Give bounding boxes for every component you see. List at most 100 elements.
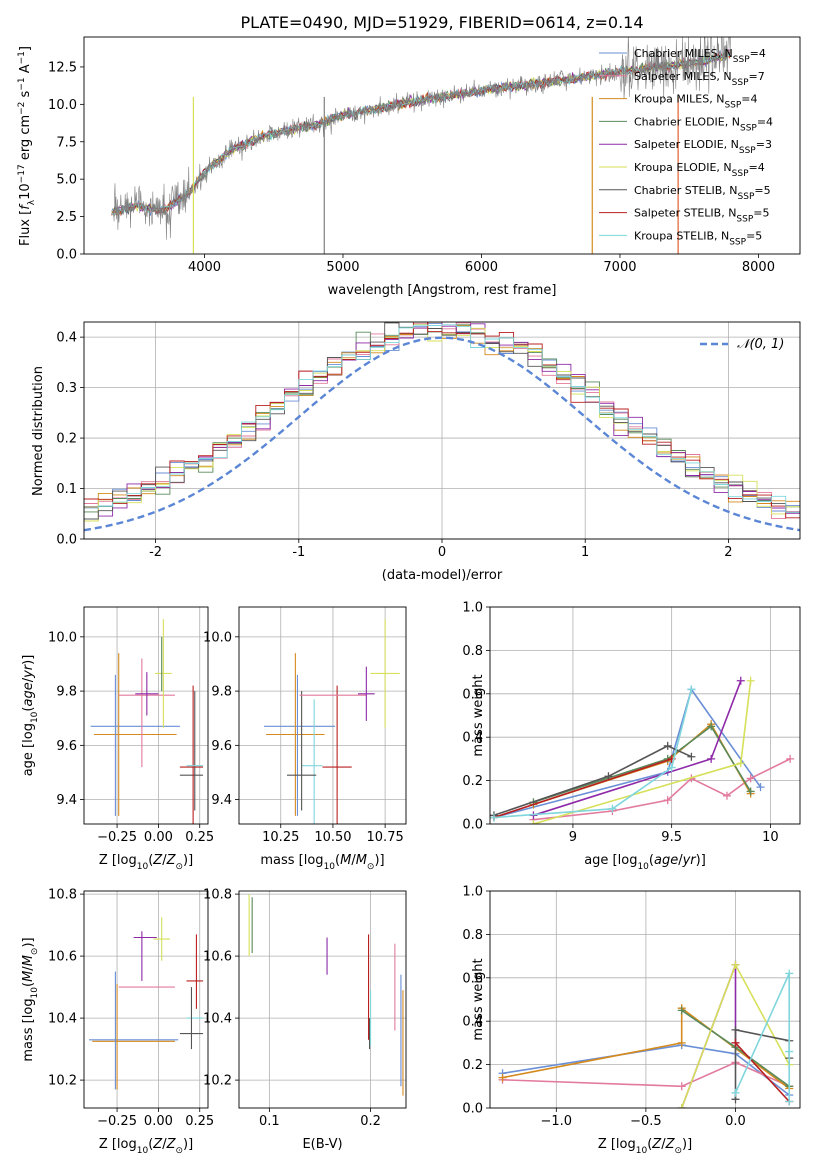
y-tick-label: 0.0 [462,818,483,833]
weight-marker [756,783,765,792]
y-tick-label: 0.2 [462,774,483,789]
y-tick-label: 0.8 [462,644,483,659]
weight-marker [746,787,755,796]
residual-histograms [84,322,800,532]
legend-entry: Kroupa STELIB, NSSP=5 [634,229,762,247]
x-tick-label: -2 [149,545,162,560]
weight-marker [498,1073,507,1082]
weight-marker [667,763,676,772]
axes-frame [83,36,801,255]
weight_vs_age-panel: 9 9.5 10 0.0 0.2 0.4 0.6 0.8 1.0 age [log10(age/y… [462,601,801,872]
y-tick-label: 9.4 [211,793,232,808]
x-tick-label: 0.0 [725,1114,746,1129]
x-tick-label: 0.00 [144,830,173,845]
mass_vs_Z-xlabel: Z [log10(Z/Z⊙)] [99,1137,193,1156]
y-tick-label: 10.2 [48,1074,77,1089]
y-tick-label: 10.6 [203,950,232,965]
weight-marker [608,804,617,813]
x-tick-label: 10.75 [367,830,404,845]
weight-line [493,758,672,819]
residual-histogram [84,322,800,512]
x-tick-label: 7000 [603,260,636,275]
age_vs_Z-ylabel: age [log10(age/yr)] [21,655,40,777]
axes-frame [83,890,209,1109]
spectrum-title: PLATE=0490, MJD=51929, FIBERID=0614, z=0… [240,13,643,32]
y-tick-label: 9.6 [211,739,232,754]
spectrum-lines [111,37,731,254]
y-tick-label: 7.5 [56,135,77,150]
age_vs_Z-markers [90,619,204,824]
x-tick-label: 2 [724,545,732,560]
weight-marker [786,754,795,763]
weight-marker [785,1097,794,1106]
y-tick-label: 0.1 [56,482,77,497]
x-tick-label: 0 [438,545,446,560]
normal-curve [84,336,800,532]
weight-marker [736,676,745,685]
weight-marker [529,820,538,824]
residuals-panel: -2 -1 0 1 2 0.0 0.1 0.2 0.3 0.4 𝒩(0, 1) (data-model… [31,321,801,583]
weight-marker [731,960,740,969]
age_vs_Z-panel: −0.25 0.00 0.25 9.4 9.6 9.8 10.0 Z [log10(Z/Z⊙)… [21,606,214,872]
y-tick-label: 9.4 [56,793,77,808]
residual-histogram [84,324,800,513]
y-tick-label: 2.5 [56,210,77,225]
spectrum-panel: 4000 5000 6000 7000 8000 0.0 2.5 5.0 7.5 10.0 12.5… [17,13,801,298]
weight-marker [677,1082,686,1091]
y-tick-label: 0.4 [462,1015,483,1030]
mass_vs_Z-panel: −0.25 0.00 0.25 10.2 10.4 10.6 10.8 Z [log10(Z/… [21,888,214,1156]
axes-frame [238,606,407,825]
residual-histogram [84,323,800,522]
weight_vs_Z-ylabel: mass weight [471,958,486,1040]
x-tick-label: 10.50 [314,830,351,845]
weight-marker [722,791,731,800]
x-tick-label: −0.5 [630,1114,662,1129]
age_vs_mass-xlabel: mass [log10(M/M⊙)] [260,853,384,872]
y-tick-label: 10.4 [203,1012,232,1027]
y-tick-label: 0.2 [56,432,77,447]
x-tick-label: −0.25 [97,1114,137,1129]
weight-line [533,680,752,824]
y-tick-label: 0.0 [462,1102,483,1117]
x-tick-label: 8000 [742,260,775,275]
axes-frame [83,321,801,540]
mass_vs_Z-markers [88,917,204,1090]
legend-entry: Kroupa MILES, NSSP=4 [634,93,758,111]
residual-histogram [84,322,800,517]
x-tick-label: 10.25 [262,830,299,845]
x-tick-label: 0.1 [259,1114,280,1129]
axes-frame [489,606,801,825]
weight-marker [731,1025,740,1034]
weight-marker [663,796,672,805]
weight-marker [677,1104,686,1108]
weight-line [493,687,762,819]
y-tick-label: 10.0 [203,630,232,645]
y-tick-label: 10.6 [48,950,77,965]
weight-marker [785,969,794,978]
y-tick-label: 0.6 [462,971,483,986]
y-tick-label: 12.5 [48,60,77,75]
legend-entry: Chabrier STELIB, NSSP=5 [634,184,771,202]
weight-marker [785,1047,794,1056]
residuals-ylabel: Normed distribution [31,366,46,496]
x-tick-label: 0.2 [360,1114,381,1129]
age_vs_mass-panel: 10.25 10.50 10.75 9.4 9.6 9.8 10.0 mass [log10(… [203,606,407,872]
x-tick-label: 9 [569,830,577,845]
legend-entry: Salpeter MILES, NSSP=7 [634,70,765,88]
x-tick-label: 0.00 [144,1114,173,1129]
legend-entry: Salpeter ELODIE, NSSP=3 [634,138,772,156]
weight_vs_Z-lines [498,960,794,1108]
x-tick-label: 5000 [326,260,359,275]
weight-marker [663,741,672,750]
y-tick-label: 10.2 [203,1074,232,1089]
y-tick-label: 9.6 [56,739,77,754]
y-tick-label: 10.0 [48,98,77,113]
weight-line [533,725,752,804]
y-tick-label: 10.0 [48,630,77,645]
weight-line [502,1061,790,1088]
x-tick-label: 9.5 [661,830,682,845]
y-tick-label: 0.2 [462,1058,483,1073]
weight-marker [707,722,716,731]
weight-marker [746,676,755,685]
